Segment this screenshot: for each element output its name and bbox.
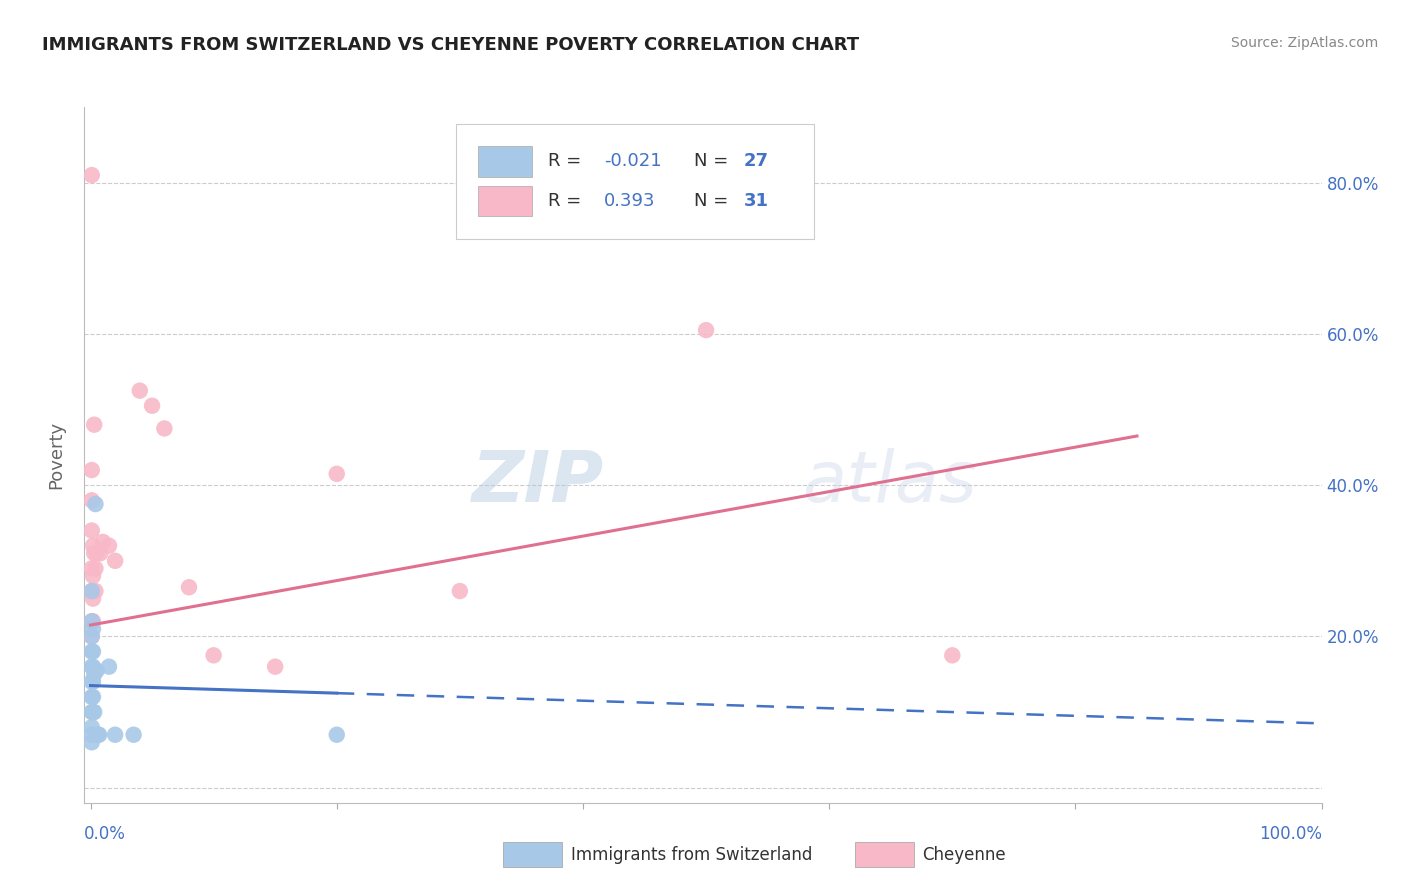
Point <box>104 728 127 742</box>
Text: Immigrants from Switzerland: Immigrants from Switzerland <box>571 846 813 863</box>
Point <box>80 615 103 629</box>
Point <box>87 728 110 742</box>
Point <box>84 584 107 599</box>
Point <box>82 615 104 629</box>
Point <box>82 644 104 658</box>
Point <box>80 584 103 599</box>
Point <box>177 580 200 594</box>
Text: N =: N = <box>695 153 734 170</box>
Point <box>80 615 103 629</box>
Point <box>128 384 150 398</box>
Text: -0.021: -0.021 <box>605 153 662 170</box>
Point <box>80 584 103 599</box>
Point <box>80 629 103 643</box>
Text: R =: R = <box>548 153 588 170</box>
Point <box>122 728 145 742</box>
Point <box>153 421 176 435</box>
Point <box>80 690 103 704</box>
Point <box>91 534 114 549</box>
Point <box>80 659 103 673</box>
FancyBboxPatch shape <box>478 146 533 177</box>
Point <box>141 399 163 413</box>
Point <box>80 674 103 689</box>
Point <box>104 554 127 568</box>
Text: atlas: atlas <box>801 449 977 517</box>
Point <box>80 168 103 182</box>
Point <box>80 735 103 749</box>
Point <box>264 659 287 673</box>
Point <box>80 728 103 742</box>
Y-axis label: Poverty: Poverty <box>48 421 66 489</box>
Point <box>80 705 103 719</box>
Point <box>82 659 104 673</box>
Point <box>326 728 349 742</box>
Point <box>82 591 104 606</box>
Point <box>98 659 121 673</box>
Point <box>82 705 104 719</box>
Point <box>326 467 349 481</box>
Text: 0.0%: 0.0% <box>84 825 127 843</box>
Point <box>80 629 103 643</box>
Point <box>695 323 717 337</box>
Point <box>89 728 111 742</box>
Point <box>80 720 103 734</box>
Text: 27: 27 <box>744 153 769 170</box>
Point <box>89 546 111 560</box>
Text: 31: 31 <box>744 192 769 210</box>
Point <box>82 569 104 583</box>
Text: Cheyenne: Cheyenne <box>922 846 1005 863</box>
Point <box>82 539 104 553</box>
Point <box>82 674 104 689</box>
Text: R =: R = <box>548 192 593 210</box>
Text: N =: N = <box>695 192 734 210</box>
FancyBboxPatch shape <box>456 124 814 239</box>
Point <box>86 664 108 678</box>
Point <box>202 648 225 663</box>
Point <box>83 667 105 681</box>
Point <box>80 493 103 508</box>
Point <box>83 417 105 432</box>
Point <box>941 648 963 663</box>
Point <box>84 561 107 575</box>
Text: Source: ZipAtlas.com: Source: ZipAtlas.com <box>1230 36 1378 50</box>
Text: 0.393: 0.393 <box>605 192 655 210</box>
FancyBboxPatch shape <box>478 186 533 216</box>
Point <box>80 463 103 477</box>
Point <box>80 561 103 575</box>
Text: IMMIGRANTS FROM SWITZERLAND VS CHEYENNE POVERTY CORRELATION CHART: IMMIGRANTS FROM SWITZERLAND VS CHEYENNE … <box>42 36 859 54</box>
Point <box>82 622 104 636</box>
Point <box>82 690 104 704</box>
Point <box>449 584 471 599</box>
Point <box>80 524 103 538</box>
Point <box>84 497 107 511</box>
Point <box>83 546 105 560</box>
Text: ZIP: ZIP <box>472 449 605 517</box>
Text: 100.0%: 100.0% <box>1258 825 1322 843</box>
Point <box>86 546 108 560</box>
Point <box>80 644 103 658</box>
Point <box>98 539 121 553</box>
Point <box>83 705 105 719</box>
